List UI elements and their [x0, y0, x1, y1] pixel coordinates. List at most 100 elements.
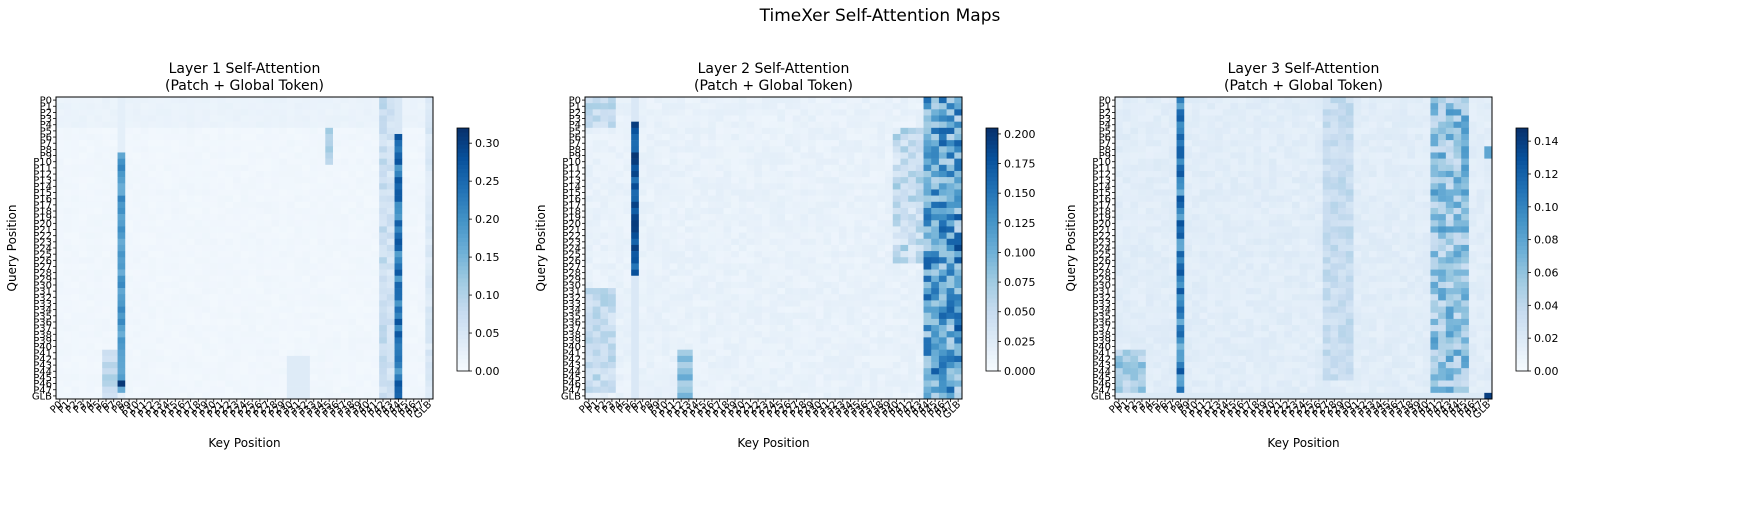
heatmap-cell: [379, 294, 388, 301]
heatmap-cell: [425, 294, 434, 301]
heatmap-cell: [202, 312, 211, 320]
heatmap-cell: [846, 355, 855, 363]
heatmap-cell: [302, 226, 311, 233]
heatmap-cell: [654, 281, 663, 289]
colorbar-segment: [457, 213, 469, 218]
heatmap-cell: [217, 386, 226, 394]
heatmap-cell: [317, 337, 326, 344]
heatmap-cell: [225, 140, 234, 147]
heatmap-cell: [171, 362, 180, 369]
heatmap-cell: [808, 325, 817, 332]
heatmap-cell: [700, 121, 709, 129]
heatmap-cell: [785, 349, 794, 357]
heatmap-cell: [600, 257, 609, 264]
heatmap-cell: [394, 238, 403, 246]
heatmap-cell: [815, 207, 824, 215]
heatmap-cell: [140, 121, 149, 129]
heatmap-cell: [746, 226, 755, 233]
heatmap-cell: [56, 368, 64, 375]
heatmap-cell: [232, 244, 241, 252]
heatmap-cell: [394, 306, 403, 314]
heatmap-cell: [892, 140, 901, 147]
heatmap-cell: [623, 312, 632, 320]
heatmap-cell: [386, 220, 395, 227]
heatmap-cell: [179, 263, 188, 270]
heatmap-cell: [946, 337, 955, 344]
heatmap-cell: [325, 281, 334, 289]
heatmap-cell: [792, 275, 801, 283]
heatmap-cell: [179, 214, 188, 221]
heatmap-cell: [585, 269, 593, 277]
heatmap-cell: [232, 177, 241, 184]
heatmap-cell: [761, 318, 770, 326]
heatmap-cell: [761, 232, 770, 240]
heatmap-cell: [202, 207, 211, 215]
heatmap-cell: [846, 251, 855, 258]
heatmap-cell: [723, 195, 732, 203]
y-tick-label: P4: [40, 120, 52, 131]
heatmap-cell: [202, 195, 211, 203]
heatmap-cell: [900, 244, 909, 252]
heatmap-cell: [363, 257, 372, 264]
heatmap-cell: [371, 183, 380, 190]
y-tick-label: P24: [33, 244, 52, 255]
heatmap-cell: [869, 164, 878, 172]
heatmap-cell: [946, 140, 955, 147]
heatmap-cell: [685, 337, 694, 344]
heatmap-cell: [954, 214, 963, 221]
heatmap-cell: [279, 251, 288, 258]
heatmap-cell: [723, 269, 732, 277]
heatmap-cell: [923, 170, 932, 178]
heatmap-cell: [271, 306, 280, 314]
heatmap-cell: [900, 251, 909, 258]
heatmap-cell: [915, 127, 924, 135]
heatmap-cell: [615, 306, 624, 314]
heatmap-cell: [946, 189, 955, 196]
heatmap-cell: [156, 374, 165, 381]
heatmap-cell: [938, 189, 947, 196]
heatmap-cell: [332, 133, 341, 141]
heatmap-cell: [954, 349, 963, 357]
heatmap-cell: [117, 97, 126, 104]
heatmap-cell: [217, 220, 226, 227]
heatmap-cell: [746, 158, 755, 166]
heatmap-cell: [209, 207, 218, 215]
heatmap-cell: [163, 115, 172, 122]
colorbar-segment: [457, 217, 469, 222]
heatmap-cell: [931, 355, 940, 363]
colorbar-segment: [457, 204, 469, 210]
heatmap-cell: [715, 331, 724, 338]
heatmap-cell: [669, 220, 678, 227]
heatmap-cell: [317, 214, 326, 221]
heatmap-cell: [56, 177, 64, 184]
heatmap-cell: [394, 103, 403, 110]
heatmap-cell: [71, 238, 80, 246]
heatmap-cell: [356, 170, 365, 178]
panel-title: Layer 1 Self-Attention: [169, 61, 321, 77]
heatmap-cell: [838, 294, 847, 301]
heatmap-cell: [271, 281, 280, 289]
heatmap-cell: [417, 300, 426, 307]
heatmap-cell: [271, 263, 280, 270]
heatmap-cell: [132, 214, 141, 221]
heatmap-cell: [869, 269, 878, 277]
heatmap-cell: [325, 257, 334, 264]
heatmap-cell: [677, 380, 686, 387]
heatmap-cell: [248, 133, 257, 141]
heatmap-cell: [325, 362, 334, 369]
heatmap-cell: [348, 386, 357, 394]
heatmap-cell: [838, 306, 847, 314]
heatmap-cell: [217, 146, 226, 153]
heatmap-cell: [317, 232, 326, 240]
heatmap-cell: [831, 207, 840, 215]
heatmap-cell: [102, 300, 111, 307]
heatmap-cell: [232, 275, 241, 283]
heatmap-cell: [294, 343, 303, 350]
heatmap-cell: [132, 392, 141, 400]
heatmap-cell: [294, 146, 303, 153]
heatmap-cell: [685, 380, 694, 387]
heatmap-cell: [202, 183, 211, 190]
heatmap-cell: [240, 121, 249, 129]
heatmap-cell: [769, 337, 778, 344]
heatmap-cell: [340, 127, 349, 135]
